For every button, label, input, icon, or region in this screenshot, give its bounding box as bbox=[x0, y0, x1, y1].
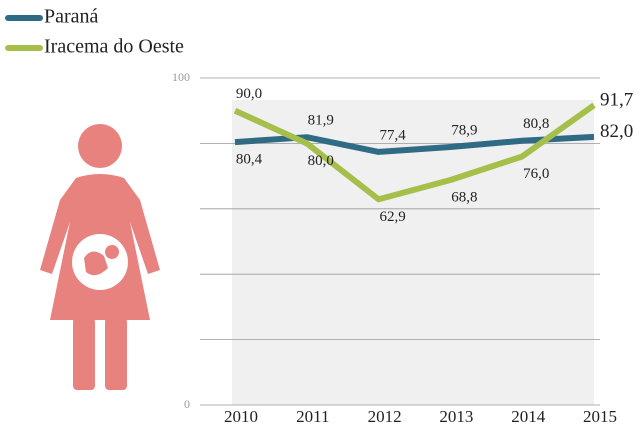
value-label: 62,9 bbox=[379, 209, 405, 225]
value-label: 82,0 bbox=[600, 121, 633, 142]
x-tick-label: 2010 bbox=[224, 407, 258, 426]
data-line bbox=[233, 102, 596, 203]
value-label: 80,0 bbox=[308, 153, 334, 169]
y-tick-label: 100 bbox=[172, 70, 190, 84]
value-label: 80,8 bbox=[523, 116, 549, 132]
x-tick-label: 2014 bbox=[511, 407, 546, 426]
value-label: 77,4 bbox=[379, 127, 406, 143]
pregnant-woman-icon bbox=[40, 124, 160, 390]
value-label: 78,9 bbox=[451, 122, 477, 138]
legend-label: Paraná bbox=[44, 6, 99, 28]
x-tick-label: 2015 bbox=[583, 407, 617, 426]
value-label: 90,0 bbox=[236, 86, 262, 102]
y-tick-label: 0 bbox=[184, 397, 190, 411]
value-label: 80,4 bbox=[236, 152, 263, 168]
value-label: 68,8 bbox=[451, 189, 477, 205]
legend-label: Iracema do Oeste bbox=[44, 36, 184, 58]
value-label: 76,0 bbox=[523, 166, 549, 182]
value-label: 91,7 bbox=[600, 90, 633, 111]
x-tick-label: 2013 bbox=[439, 407, 473, 426]
x-tick-label: 2012 bbox=[368, 407, 402, 426]
value-label: 81,9 bbox=[308, 113, 334, 129]
x-tick-label: 2011 bbox=[296, 407, 329, 426]
